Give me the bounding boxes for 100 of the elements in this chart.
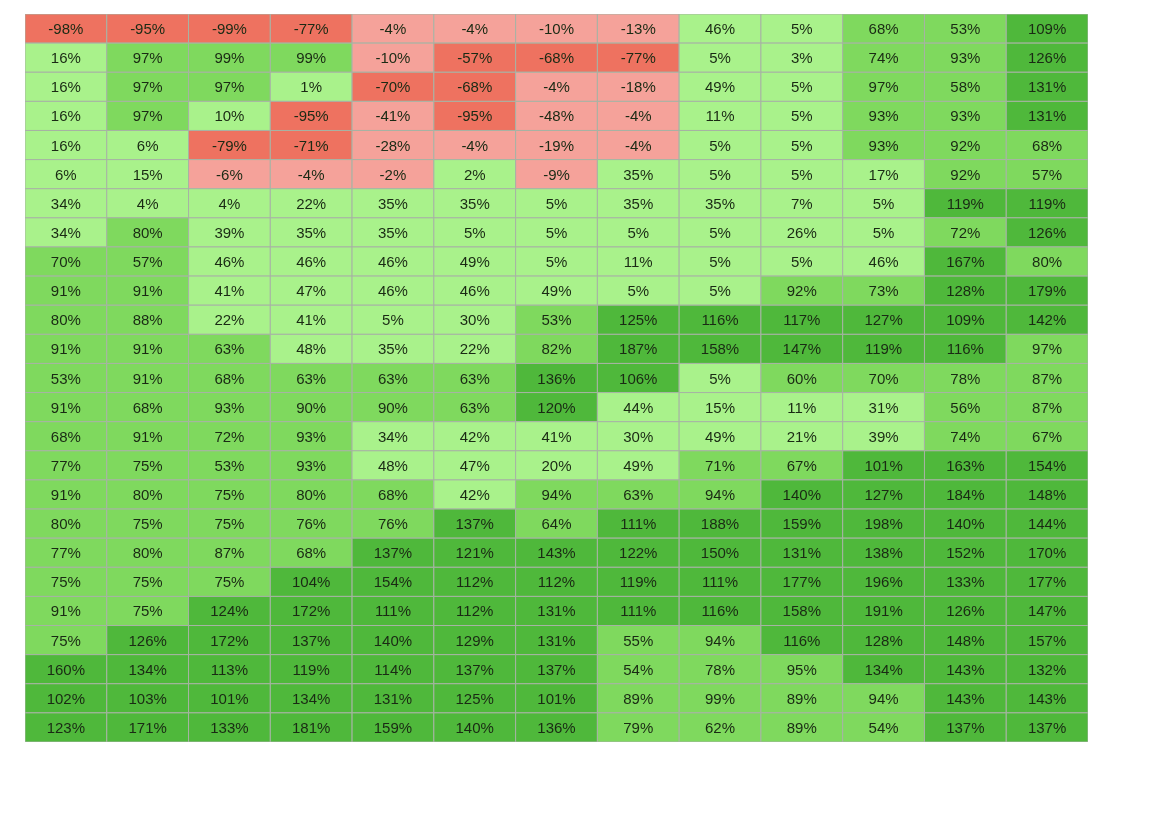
data-label: 87% (1032, 369, 1063, 387)
data-label: 154% (1027, 456, 1067, 474)
data-label: 1% (300, 78, 323, 96)
data-label: 131% (1027, 78, 1067, 96)
data-label: 159% (782, 515, 821, 533)
data-label: 41% (541, 427, 572, 445)
data-label: 22% (459, 340, 490, 358)
data-label: 48% (377, 456, 408, 474)
data-label: -4% (624, 107, 652, 125)
data-label: 46% (868, 253, 899, 271)
data-label: 79% (623, 718, 654, 736)
data-label: 5% (627, 223, 650, 241)
data-label: 111% (620, 515, 657, 533)
data-label: 120% (537, 398, 576, 416)
data-label: -68% (457, 78, 493, 96)
data-label: 10% (214, 107, 245, 125)
data-label: 48% (296, 340, 327, 358)
data-label: 92% (950, 136, 981, 154)
data-label: 5% (872, 223, 895, 241)
data-label: 63% (459, 369, 490, 387)
data-label: 117% (783, 311, 821, 329)
data-label: 46% (377, 253, 408, 271)
data-label: 124% (210, 602, 249, 620)
data-label: 111% (701, 573, 739, 591)
data-label: 77% (50, 544, 81, 562)
data-label: -79% (211, 136, 247, 154)
data-label: 68% (214, 369, 245, 387)
data-label: 41% (296, 311, 327, 329)
data-label: 35% (705, 194, 736, 212)
data-label: 97% (132, 49, 163, 67)
data-label: 68% (50, 427, 81, 445)
data-label: 75% (132, 602, 163, 620)
data-label: 89% (786, 718, 817, 736)
data-label: -10% (538, 20, 575, 38)
data-label: 75% (214, 515, 245, 533)
data-label: 60% (786, 369, 817, 387)
data-label: 177% (1027, 573, 1067, 591)
data-label: 55% (623, 631, 654, 649)
data-label: 97% (132, 78, 163, 96)
data-label: 119% (1028, 194, 1066, 212)
data-label: 11% (623, 253, 653, 271)
data-label: -13% (620, 20, 656, 38)
data-label: 94% (705, 631, 736, 649)
data-label: 198% (864, 515, 903, 533)
data-label: 5% (709, 253, 731, 271)
data-label: -9% (543, 165, 570, 183)
data-label: 34% (50, 223, 81, 241)
data-label: 68% (296, 544, 327, 562)
data-label: 91% (50, 340, 81, 358)
data-label: 133% (946, 573, 985, 591)
data-label: 5% (709, 49, 731, 67)
data-label: 71% (705, 456, 736, 474)
data-label: 172% (210, 631, 249, 649)
data-label: 5% (545, 253, 568, 271)
data-label: 76% (377, 515, 408, 533)
data-label: 160% (46, 660, 86, 678)
data-label: 88% (132, 311, 163, 329)
data-label: 179% (1027, 282, 1067, 300)
data-label: 143% (537, 544, 576, 562)
data-label: 80% (1032, 253, 1063, 271)
data-label: 80% (296, 485, 327, 503)
data-label: 26% (786, 223, 817, 241)
data-label: 80% (50, 515, 81, 533)
data-label: 46% (459, 282, 490, 300)
data-label: 131% (782, 544, 821, 562)
data-label: 4% (218, 194, 241, 212)
data-label: 5% (463, 223, 486, 241)
data-label: -4% (379, 20, 407, 38)
data-label: 15% (132, 165, 163, 183)
data-label: 128% (946, 282, 985, 300)
data-label: 67% (786, 456, 817, 474)
data-label: 21% (786, 427, 817, 445)
data-label: 94% (705, 485, 736, 503)
data-label: 53% (50, 369, 81, 387)
data-label: 75% (50, 573, 81, 591)
data-label: 30% (623, 427, 654, 445)
data-label: 5% (545, 194, 568, 212)
data-label: 11% (705, 107, 735, 125)
data-label: 140% (455, 718, 494, 736)
data-label: 99% (214, 49, 245, 67)
data-label: 46% (705, 20, 736, 38)
data-label: 119% (864, 340, 903, 358)
data-label: 42% (459, 427, 490, 445)
data-label: 47% (296, 282, 327, 300)
data-label: -28% (375, 136, 411, 154)
data-label: 116% (701, 311, 739, 329)
data-label: 62% (705, 718, 736, 736)
data-label: 191% (864, 602, 903, 620)
data-label: 49% (541, 282, 572, 300)
data-label: 101% (864, 456, 903, 474)
data-label: 125% (455, 689, 494, 707)
data-label: 111% (620, 602, 657, 620)
data-label: 35% (377, 223, 408, 241)
data-label: 90% (296, 398, 327, 416)
data-label: -98% (48, 20, 84, 38)
data-label: 196% (864, 573, 903, 591)
data-label: 49% (623, 456, 654, 474)
data-label: 80% (50, 311, 81, 329)
data-label: -71% (293, 136, 329, 154)
data-label: -95% (457, 107, 493, 125)
